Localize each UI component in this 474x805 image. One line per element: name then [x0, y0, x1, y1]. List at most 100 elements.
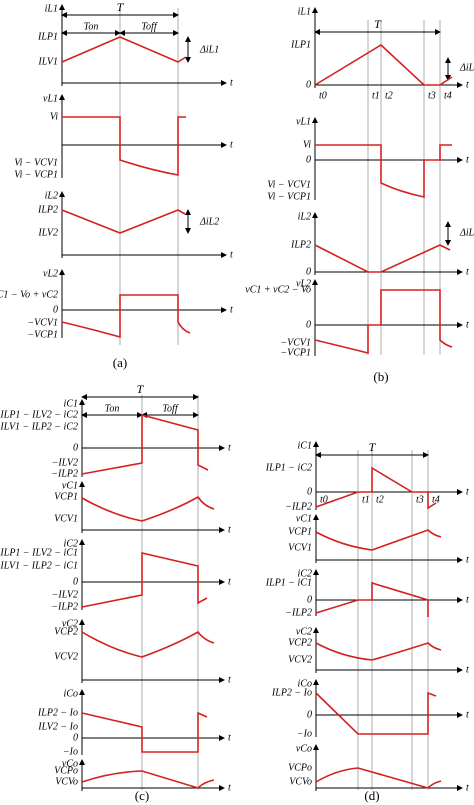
axis-label: iL1	[298, 6, 311, 17]
level-label: ILV1 − ILP2 − iC1	[0, 560, 78, 571]
delta-label: ΔiL1	[199, 44, 219, 55]
waveform	[315, 144, 452, 198]
time-axis-label: t	[466, 664, 469, 675]
level-label: 0	[307, 594, 312, 605]
level-label: VCPo	[54, 765, 78, 776]
time-axis-label: t	[466, 154, 469, 165]
time-axis-label: t	[228, 782, 231, 793]
level-label: VCP1	[288, 526, 312, 537]
waveform	[314, 289, 453, 355]
time-axis-label: t	[230, 304, 233, 315]
level-label: ILV1 − ILP2 − iC2	[0, 421, 78, 432]
level-label: VCV1	[54, 513, 78, 524]
waveform	[81, 495, 215, 522]
level-label: −VCP1	[27, 329, 58, 340]
level-label: −ILP2	[285, 501, 312, 512]
caption: (c)	[135, 788, 149, 803]
waveform	[81, 630, 215, 658]
axis-label: iL2	[45, 190, 58, 201]
axis-label: vL2	[43, 268, 58, 279]
period-label: T	[137, 382, 145, 396]
time-axis-label: t	[466, 709, 469, 720]
waveform	[81, 770, 215, 789]
level-label: −Io	[297, 728, 312, 739]
level-label: Vi − VCP1	[267, 191, 311, 202]
time-axis-label: t	[228, 732, 231, 743]
level-label: vC1 − Vo + vC2	[0, 289, 58, 300]
level-label: ILP1 − iC1	[265, 577, 312, 588]
level-label: VCV2	[288, 654, 312, 665]
time-label: t2	[376, 494, 384, 505]
level-label: ILP2 − Io	[271, 687, 312, 698]
level-label: VCP1	[54, 491, 78, 502]
level-label: ILP1 − iC2	[265, 462, 312, 473]
level-label: ILP2	[37, 204, 58, 215]
level-label: 0	[307, 709, 312, 720]
level-label: ILP1 − ILV2 − iC1	[0, 547, 78, 558]
level-label: −VCP1	[280, 347, 311, 358]
waveform	[315, 466, 437, 510]
time-axis-label: t	[228, 576, 231, 587]
axis-label: vCo	[62, 758, 78, 769]
level-label: 0	[307, 486, 312, 497]
waveform	[61, 36, 187, 63]
level-label: ILP1	[290, 39, 311, 50]
level-label: VCVo	[289, 776, 312, 787]
waveform	[62, 116, 186, 176]
level-label: 0	[306, 79, 311, 90]
period-label: T	[374, 17, 382, 31]
time-axis-label: t	[230, 77, 233, 88]
time-axis-label: t	[228, 674, 231, 685]
axis-label: iCo	[298, 678, 312, 689]
time-label: t3	[428, 90, 436, 101]
time-axis-label: t	[466, 554, 469, 565]
time-axis-label: t	[466, 319, 469, 330]
delta-label: ΔiL2	[459, 227, 474, 238]
level-label: ILP2 − Io	[37, 707, 78, 718]
level-label: −ILP2	[51, 601, 78, 612]
level-label: 0	[73, 442, 78, 453]
level-label: VCV2	[54, 651, 78, 662]
waveform	[315, 767, 442, 789]
level-label: 0	[306, 266, 311, 277]
waveform	[81, 413, 209, 475]
axis-label: vC2	[296, 626, 312, 637]
level-label: ILV2 − Io	[37, 721, 78, 732]
time-axis-label: t	[466, 782, 469, 793]
axis-label: vC2	[62, 618, 78, 629]
level-label: Vi	[303, 139, 311, 150]
axis-label: iC2	[64, 538, 78, 549]
time-axis-label: t	[466, 486, 469, 497]
time-label: t1	[372, 90, 380, 101]
level-label: Vi − VCP1	[14, 169, 58, 180]
waveform	[315, 529, 442, 551]
level-label: VCPo	[288, 762, 312, 773]
level-label: Vi − VCV1	[267, 179, 311, 190]
axis-label: vCo	[296, 743, 312, 754]
level-label: −ILV2	[52, 589, 78, 600]
level-label: ILV1	[37, 56, 58, 67]
time-label: t2	[385, 90, 393, 101]
waveform	[61, 209, 186, 234]
level-label: Vi − VCV1	[14, 157, 58, 168]
ton-label: Ton	[84, 21, 99, 32]
axis-label: vL1	[43, 93, 58, 104]
time-axis-label: t	[228, 442, 231, 453]
time-label: t4	[432, 494, 440, 505]
time-axis-label: t	[230, 139, 233, 150]
time-label: t4	[444, 90, 452, 101]
waveform	[315, 581, 429, 617]
level-label: VCV1	[288, 542, 312, 553]
delta-label: ΔiL1	[459, 62, 474, 73]
axis-label: iC1	[64, 398, 78, 409]
time-label: t1	[362, 494, 370, 505]
level-label: ILP2	[290, 239, 311, 250]
caption: (d)	[364, 788, 379, 803]
level-label: VCP2	[54, 626, 78, 637]
waveform	[314, 244, 451, 273]
axis-label: vL2	[296, 278, 311, 289]
waveform	[81, 711, 208, 753]
time-axis-label: t	[230, 249, 233, 260]
axis-label: iC1	[298, 440, 312, 451]
